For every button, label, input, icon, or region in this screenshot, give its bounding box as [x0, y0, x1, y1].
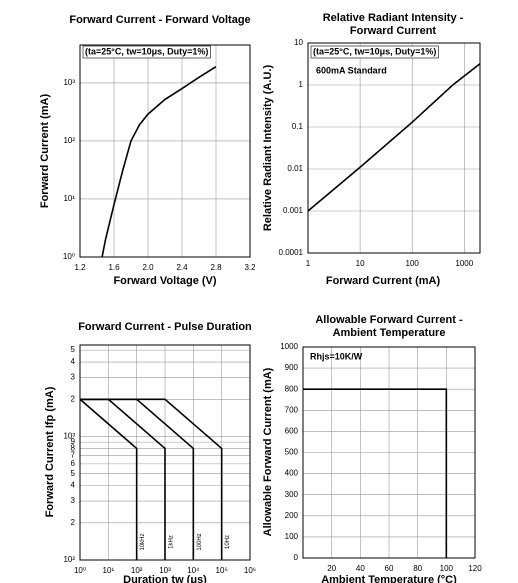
y-tick-label: 0	[294, 553, 299, 562]
chart-title: Relative Radiant Intensity -	[323, 12, 464, 24]
data-line	[101, 66, 217, 258]
y-tick-label: 600	[285, 427, 299, 436]
data-line	[80, 398, 166, 560]
x-tick-label: 120	[468, 564, 482, 573]
x-axis-label: Ambient Temperature (°C)	[321, 574, 457, 583]
y-tick-label: 0.001	[283, 206, 304, 215]
x-tick-label: 60	[385, 564, 394, 573]
series-label: 10Hz	[225, 535, 231, 549]
x-tick-label: 40	[356, 564, 365, 573]
y-axis-label: Relative Radiant Intensity (A.U.)	[262, 65, 274, 232]
y-tick-label: 200	[285, 511, 299, 520]
annotation: (ta=25°C, tw=10μs, Duty=1%)	[313, 46, 436, 56]
y-tick-label: 8	[71, 444, 76, 453]
x-tick-label: 10⁶	[244, 566, 256, 575]
data-line	[303, 388, 448, 558]
chart-title: Forward Current	[350, 25, 437, 37]
x-tick-label: 20	[327, 564, 336, 573]
chart-title: Allowable Forward Current -	[315, 314, 463, 326]
x-tick-label: 100	[406, 259, 420, 268]
chart-title: Forward Current - Forward Voltage	[69, 14, 250, 26]
y-tick-label: 0.01	[287, 164, 303, 173]
x-tick-label: 100	[440, 564, 454, 573]
y-tick-label: 4	[71, 357, 76, 366]
x-tick-label: 1	[306, 259, 311, 268]
y-tick-label: 100	[285, 532, 299, 541]
x-axis-label: Forward Voltage (V)	[113, 275, 216, 287]
x-tick-label: 2.8	[210, 263, 222, 272]
y-tick-label: 700	[285, 405, 299, 414]
x-tick-label: 1.6	[108, 263, 120, 272]
y-tick-label: 300	[285, 490, 299, 499]
y-tick-label: 5	[71, 469, 76, 478]
y-tick-label: 10⁰	[63, 252, 75, 261]
x-axis-label: Forward Current (mA)	[326, 275, 441, 287]
annotation: 600mA Standard	[316, 65, 387, 75]
y-tick-label: 9	[71, 437, 76, 446]
y-tick-label: 0.1	[292, 122, 304, 131]
y-tick-label: 2	[71, 518, 76, 527]
chart-title: Ambient Temperature	[333, 327, 446, 339]
annotation: (ta=25°C, tw=10μs, Duty=1%)	[85, 46, 208, 56]
x-tick-label: 10³	[159, 566, 171, 575]
y-tick-label: 10³	[63, 78, 75, 87]
y-tick-label: 2	[71, 394, 76, 403]
y-tick-label: 3	[71, 373, 76, 382]
y-tick-label: 500	[285, 448, 299, 457]
plot-frame	[307, 42, 481, 254]
x-tick-label: 1.2	[74, 263, 86, 272]
x-tick-label: 10	[356, 259, 365, 268]
y-tick-label: 400	[285, 469, 299, 478]
y-tick-label: 10²	[63, 555, 75, 564]
plot-frame	[302, 346, 476, 559]
x-tick-label: 10⁴	[187, 566, 200, 575]
x-tick-label: 2.4	[176, 263, 188, 272]
annotation: Rhjs=10K/W	[310, 351, 363, 361]
y-tick-label: 900	[285, 363, 299, 372]
x-tick-label: 1000	[455, 259, 473, 268]
data-line	[79, 398, 138, 560]
y-tick-label: 1	[299, 80, 304, 89]
y-tick-label: 7	[71, 451, 76, 460]
x-tick-label: 2.0	[142, 263, 154, 272]
annotation-box	[310, 45, 439, 59]
y-tick-label: 0.0001	[279, 248, 304, 257]
chart-title: Forward Current - Pulse Duration	[78, 321, 252, 333]
y-axis-label: Allowable Forward Current (mA)	[262, 367, 274, 536]
y-tick-label: 10¹	[63, 194, 75, 203]
x-tick-label: 10⁵	[216, 566, 228, 575]
y-tick-label: 10	[294, 38, 303, 47]
x-tick-label: 10²	[131, 566, 143, 575]
y-tick-label: 6	[71, 459, 76, 468]
x-tick-label: 10⁰	[74, 566, 86, 575]
series-label: 10kHz	[140, 533, 146, 550]
data-line	[307, 63, 481, 212]
x-tick-label: 3.2	[244, 263, 256, 272]
y-axis-label: Forward Current (mA)	[39, 94, 51, 209]
y-axis-label: Forward Current Ifp (mA)	[44, 386, 56, 517]
y-tick-label: 5	[71, 345, 76, 354]
y-tick-label: 10²	[63, 136, 75, 145]
data-line	[80, 398, 223, 560]
x-axis-label: Duration tw (μs)	[123, 574, 207, 583]
plot-frame	[79, 44, 251, 258]
series-label: 100Hz	[197, 533, 203, 550]
y-tick-label: 800	[285, 384, 299, 393]
y-tick-label: 4	[71, 481, 76, 490]
x-tick-label: 10¹	[103, 566, 115, 575]
x-tick-label: 80	[413, 564, 422, 573]
y-tick-label: 10³	[63, 432, 75, 441]
y-tick-label: 1000	[280, 342, 298, 351]
series-label: 1kHz	[169, 535, 175, 549]
annotation-box	[82, 45, 211, 59]
y-tick-label: 3	[71, 496, 76, 505]
